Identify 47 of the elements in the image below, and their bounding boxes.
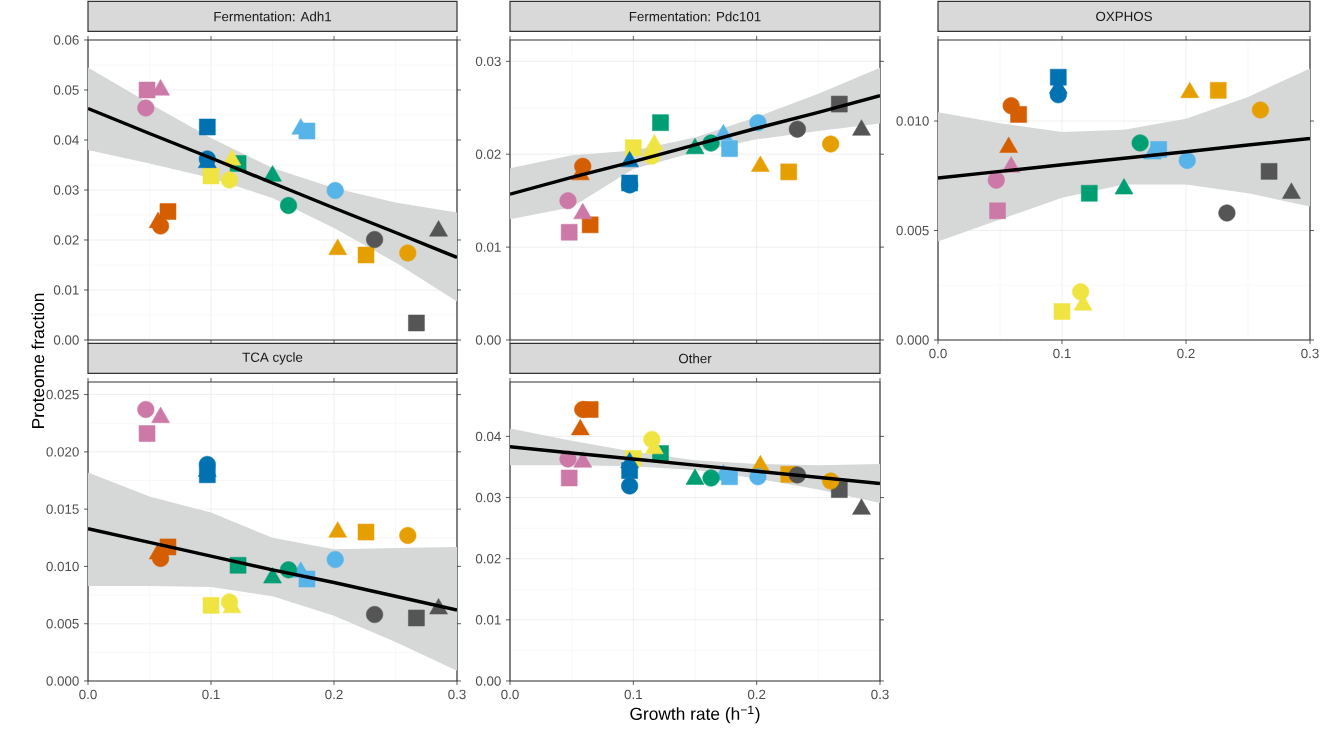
y-tick-label: 0.000 [46,676,79,686]
chart-title: Fermentation: Pdc101 [629,11,761,22]
y-tick-label: 0.02 [475,149,501,159]
y-tick-label: 0.000 [896,335,929,345]
x-tick-label: 0.3 [871,689,889,700]
y-tick-label: 0.005 [46,618,79,629]
x-tick-label: 0.3 [448,689,466,700]
line-series [88,106,457,260]
x-tick-label: 0.1 [624,689,642,700]
y-tick-label: 0.01 [53,285,79,295]
x-tick-label: 0.0 [929,348,947,359]
y-tick-label: 0.010 [46,561,79,572]
y-tick-label: 0.020 [46,447,79,457]
y-tick-label: 0.04 [53,135,79,145]
y-tick-label: 0.03 [53,185,79,195]
x-tick-label: 0.2 [747,689,766,700]
y-tick-label: 0.00 [475,676,501,686]
y-tick-label: 0.02 [53,235,79,245]
chart-title: Fermentation: Adh1 [214,11,332,22]
y-tick-label: 0.03 [475,56,501,67]
y-tick-label: 0.00 [475,335,501,345]
y-tick-label: 0.010 [896,116,929,126]
x-axis-title: Growth rate (h$^{−1}$) [630,705,760,724]
x-tick-label: 0.2 [325,689,343,700]
y-tick-label: 0.015 [46,504,79,514]
y-tick-label: 0.025 [46,389,79,400]
x-tick-label: 0.1 [1053,348,1071,359]
x-tick-label: 0.0 [501,689,519,700]
chart-title: Other [678,353,712,364]
y-tick-label: 0.01 [475,615,501,625]
line-series [510,93,880,196]
y-tick-label: 0.02 [475,553,501,564]
y-tick-label: 0.03 [475,492,501,503]
y-tick-label: 0.05 [53,85,79,95]
x-tick-label: 0.3 [1301,348,1319,359]
y-tick-label: 0.06 [53,35,79,45]
y-tick-label: 0.00 [53,335,79,345]
x-tick-label: 0.0 [79,689,97,700]
chart-title: OXPHOS [1096,11,1152,22]
x-tick-label: 0.2 [1177,348,1195,359]
y-tick-label: 0.01 [475,242,501,252]
x-tick-label: 0.1 [202,689,220,700]
y-axis-title: Proteome fraction [31,293,45,428]
y-tick-label: 0.04 [475,431,501,442]
line-series [88,526,457,612]
y-tick-label: 0.005 [896,225,929,236]
chart-title: TCA cycle [242,352,303,365]
